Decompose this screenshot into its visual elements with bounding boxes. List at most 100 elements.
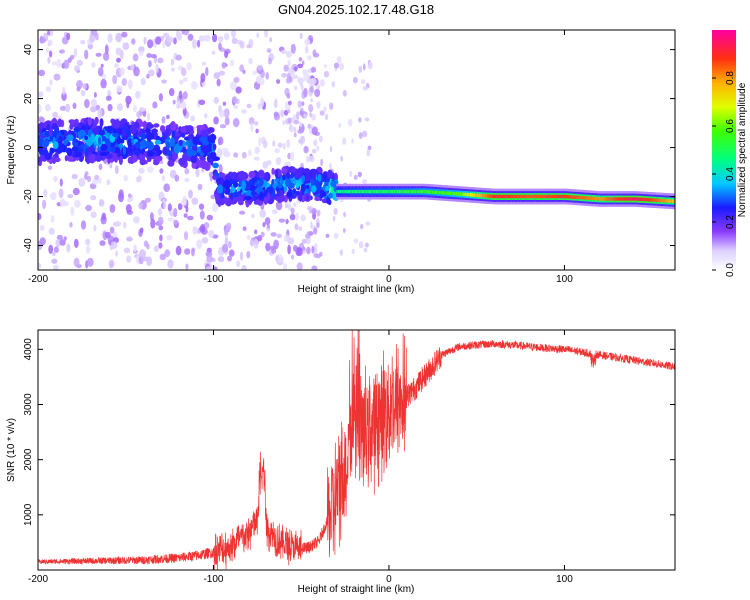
noise-blob bbox=[241, 109, 247, 114]
ridge-cell bbox=[507, 194, 510, 199]
ridge-cell bbox=[396, 189, 399, 194]
noise-blob bbox=[246, 234, 251, 241]
noise-blob bbox=[206, 214, 213, 221]
ridge-cell bbox=[646, 198, 649, 202]
ridge-cell bbox=[669, 199, 671, 203]
noise-blob bbox=[333, 207, 338, 215]
noise-blob bbox=[179, 79, 184, 85]
noise-blob bbox=[233, 105, 239, 109]
noise-blob bbox=[272, 209, 278, 215]
signal-blob bbox=[106, 153, 113, 159]
noise-blob bbox=[233, 76, 240, 83]
ridge-cell bbox=[426, 190, 429, 194]
noise-blob bbox=[127, 79, 133, 90]
noise-blob bbox=[276, 79, 281, 84]
noise-blob bbox=[319, 79, 325, 87]
noise-blob bbox=[274, 99, 278, 109]
signal-blob bbox=[295, 182, 300, 189]
noise-blob bbox=[126, 255, 132, 263]
noise-blob bbox=[166, 36, 174, 44]
y-tick-label: -40 bbox=[23, 238, 34, 253]
ridge-cell bbox=[509, 194, 511, 199]
ridge-cell bbox=[424, 190, 427, 194]
ridge-cell bbox=[450, 191, 452, 196]
noise-blob bbox=[196, 239, 203, 250]
noise-blob bbox=[106, 179, 111, 186]
ridge-cell bbox=[552, 194, 555, 199]
signal-blob bbox=[263, 196, 268, 205]
noise-blob bbox=[360, 223, 364, 230]
noise-blob bbox=[173, 207, 178, 218]
noise-blob bbox=[97, 177, 102, 184]
noise-blob bbox=[190, 115, 195, 122]
noise-blob bbox=[351, 248, 355, 254]
noise-blob bbox=[219, 124, 227, 129]
noise-blob bbox=[175, 54, 182, 61]
noise-blob bbox=[102, 52, 110, 61]
noise-blob bbox=[287, 152, 292, 160]
signal-blob bbox=[158, 149, 163, 155]
ridge-cell bbox=[438, 190, 441, 195]
noise-blob bbox=[250, 122, 254, 132]
noise-blob bbox=[223, 108, 230, 118]
noise-blob bbox=[202, 61, 207, 66]
noise-blob bbox=[109, 226, 115, 234]
noise-blob bbox=[123, 221, 127, 229]
signal-blob bbox=[38, 147, 43, 153]
noise-blob bbox=[233, 152, 239, 158]
signal-blob bbox=[164, 128, 169, 137]
noise-blob bbox=[76, 59, 84, 66]
signal-blob bbox=[233, 181, 239, 188]
noise-blob bbox=[175, 30, 181, 40]
signal-blob bbox=[305, 194, 309, 201]
ridge-cell bbox=[482, 194, 485, 198]
ridge-cell bbox=[502, 194, 504, 199]
noise-blob bbox=[293, 133, 297, 138]
noise-blob bbox=[316, 209, 321, 217]
ridge-cell bbox=[639, 197, 642, 201]
ridge-cell bbox=[347, 189, 350, 194]
signal-blob bbox=[106, 125, 113, 134]
noise-blob bbox=[367, 61, 373, 70]
ridge-cell bbox=[485, 194, 488, 198]
noise-blob bbox=[99, 240, 106, 246]
y-tick-label: 0 bbox=[23, 144, 34, 150]
noise-blob bbox=[257, 103, 261, 110]
noise-blob bbox=[343, 228, 346, 233]
noise-blob bbox=[115, 250, 118, 257]
noise-blob bbox=[311, 148, 317, 154]
signal-blob bbox=[278, 190, 284, 197]
ridge-cell bbox=[412, 189, 415, 194]
ridge-cell bbox=[514, 194, 517, 199]
ridge-cell bbox=[379, 189, 382, 194]
noise-blob bbox=[264, 30, 269, 38]
signal-blob bbox=[124, 129, 132, 134]
ridge-cell bbox=[523, 194, 525, 199]
noise-blob bbox=[130, 64, 135, 71]
noise-blob bbox=[39, 37, 46, 44]
noise-blob bbox=[219, 109, 225, 118]
snr-frame bbox=[37, 329, 676, 571]
ridge-cell bbox=[448, 191, 451, 195]
noise-blob bbox=[316, 101, 321, 109]
signal-blob bbox=[277, 183, 283, 189]
noise-blob bbox=[73, 238, 79, 248]
noise-blob bbox=[324, 113, 329, 121]
signal-blob bbox=[312, 171, 316, 181]
signal-blob bbox=[314, 196, 321, 202]
ridge-cell bbox=[662, 198, 664, 203]
noise-blob bbox=[209, 172, 213, 182]
signal-blob bbox=[253, 200, 260, 205]
noise-blob bbox=[147, 69, 155, 77]
noise-blob bbox=[48, 50, 53, 58]
noise-blob bbox=[212, 33, 218, 43]
noise-blob bbox=[333, 62, 340, 69]
ridge-cell bbox=[458, 192, 461, 196]
noise-blob bbox=[364, 242, 369, 248]
signal-blob bbox=[130, 155, 134, 164]
noise-blob bbox=[182, 91, 188, 100]
ridge-cell bbox=[493, 194, 496, 199]
noise-blob bbox=[235, 86, 242, 94]
noise-blob bbox=[157, 57, 164, 64]
signal-blob bbox=[200, 160, 208, 170]
